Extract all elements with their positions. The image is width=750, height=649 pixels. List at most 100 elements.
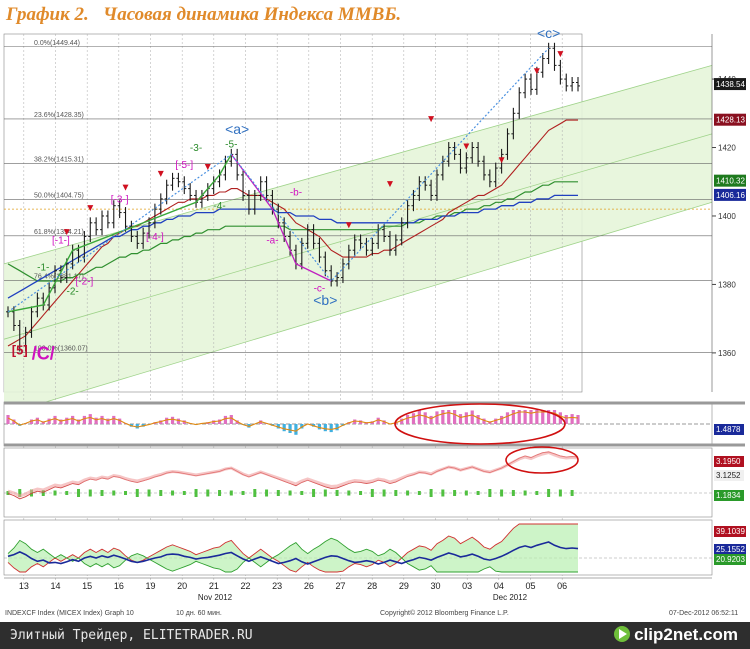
ind2-histogram-bar — [406, 490, 410, 496]
ind1-histogram-bar — [500, 415, 504, 424]
ind1-histogram-bar — [217, 419, 222, 424]
ind2-histogram-bar — [570, 490, 574, 496]
price-bar — [188, 183, 193, 201]
ind1-histogram-bar — [400, 418, 404, 424]
price-flag: 1428.13 — [714, 113, 746, 126]
ind2-histogram-bar — [276, 490, 280, 496]
price-bar — [399, 217, 404, 246]
signal-arrow — [463, 143, 470, 150]
ind1-histogram-bar — [288, 424, 292, 433]
price-flag-label: 1410.32 — [716, 177, 745, 186]
brand-name: clip2net.com — [634, 625, 738, 644]
ind2-band — [7, 450, 579, 498]
ind1-histogram-bar — [88, 414, 92, 424]
ind2-histogram-bar — [18, 489, 22, 497]
ind2-histogram-bar — [6, 491, 10, 495]
price-bar — [417, 176, 422, 201]
day-label: 19 — [145, 581, 155, 591]
price-bar — [182, 176, 187, 195]
signal-arrow — [386, 181, 393, 188]
ind1-histogram-bar — [576, 415, 580, 424]
ind1-histogram-bar — [435, 411, 439, 424]
ind2-flag: 1.1834 — [714, 490, 744, 501]
ind1-histogram-bar — [59, 419, 63, 424]
price-bar — [370, 237, 375, 256]
price-tick-label: 1360 — [718, 349, 736, 358]
price-bar — [29, 306, 34, 338]
ind2-histogram-bar — [441, 489, 445, 497]
price-bar — [570, 77, 575, 92]
ind1-histogram-bar — [317, 424, 322, 430]
ind1-signal-line — [7, 411, 579, 432]
day-label: 20 — [177, 581, 187, 591]
price-bar — [393, 234, 398, 256]
ind2-flag: 3.1950 — [714, 456, 744, 467]
ind3-green-line — [7, 537, 578, 573]
ind2-flag-label: 3.1950 — [716, 457, 741, 466]
wave-label: -b- — [290, 187, 302, 198]
price-bar — [47, 282, 52, 311]
price-bar — [423, 176, 428, 191]
ind1-histogram-bar — [65, 417, 69, 424]
ind2-histogram-bar — [429, 489, 433, 497]
price-tick-label: 1420 — [718, 144, 736, 153]
day-label: 16 — [114, 581, 124, 591]
price-bar — [505, 128, 510, 160]
day-label: 29 — [399, 581, 409, 591]
ind1-histogram-bar — [323, 424, 327, 432]
signal-arrow — [428, 116, 435, 123]
ind1-histogram-bar — [458, 414, 463, 424]
price-bar — [487, 169, 492, 188]
ind2-histogram-bar — [453, 490, 457, 496]
ind1-flag: 1.4878 — [714, 424, 744, 435]
day-label: 26 — [304, 581, 314, 591]
ind2-flag-box — [714, 490, 744, 501]
price-bar — [387, 231, 392, 256]
ind1-histogram-bar — [353, 419, 357, 424]
ind1-histogram-bar — [47, 418, 51, 424]
price-flag-label: 1438.54 — [716, 80, 745, 89]
ind2-histogram-bar — [77, 489, 81, 497]
ind2-histogram-bar — [53, 490, 57, 496]
price-flag-box — [714, 78, 746, 91]
price-bar — [523, 73, 528, 99]
price-bar — [564, 73, 569, 92]
fib-level-label: 61.8%(1394.21) — [34, 229, 84, 236]
price-flag-box — [714, 174, 746, 187]
signal-arrow — [345, 222, 352, 229]
wave-label: [5] — [12, 343, 28, 358]
ind2-histogram-bar — [535, 491, 539, 495]
ind1-flag-box — [714, 424, 744, 435]
ind2-histogram-bar — [194, 489, 198, 497]
ind2-flag-label: 3.1252 — [716, 471, 741, 480]
price-flag-label: 1428.13 — [716, 116, 745, 125]
fib-level-label: 50.0%(1404.75) — [34, 193, 84, 200]
price-bar — [311, 224, 316, 249]
chart-footer-date: 07-Dec-2012 06:52:11 — [669, 610, 738, 617]
ind2-flag-label: 1.1834 — [716, 491, 741, 500]
ind2-histogram-bar — [300, 491, 304, 495]
ind2-histogram-bar — [100, 490, 104, 496]
day-label: 28 — [367, 581, 377, 591]
ind3-flag: 39.1039 — [714, 526, 746, 537]
price-bar — [329, 265, 334, 287]
price-bar — [176, 172, 181, 188]
ind1-histogram-bar — [382, 420, 386, 424]
ind2-histogram-bar — [288, 490, 292, 496]
signal-arrow — [557, 51, 564, 58]
price-bar — [158, 193, 163, 215]
fib-level-label: 23.6%(1428.35) — [34, 112, 84, 119]
wave-path-green — [7, 154, 232, 313]
price-bar — [340, 258, 345, 284]
price-bar — [511, 107, 516, 140]
brand-logo[interactable]: clip2net.com — [614, 625, 738, 645]
price-bar — [558, 59, 563, 85]
ind3-flag-label: 20.9203 — [716, 555, 745, 564]
ind2-histogram-bar — [547, 489, 551, 497]
signal-arrow — [533, 68, 540, 75]
indicator-panel-1: 1.4878 — [3, 401, 745, 447]
signal-arrow — [498, 157, 505, 164]
price-bar — [458, 148, 463, 174]
ind3-cloud — [8, 524, 578, 572]
